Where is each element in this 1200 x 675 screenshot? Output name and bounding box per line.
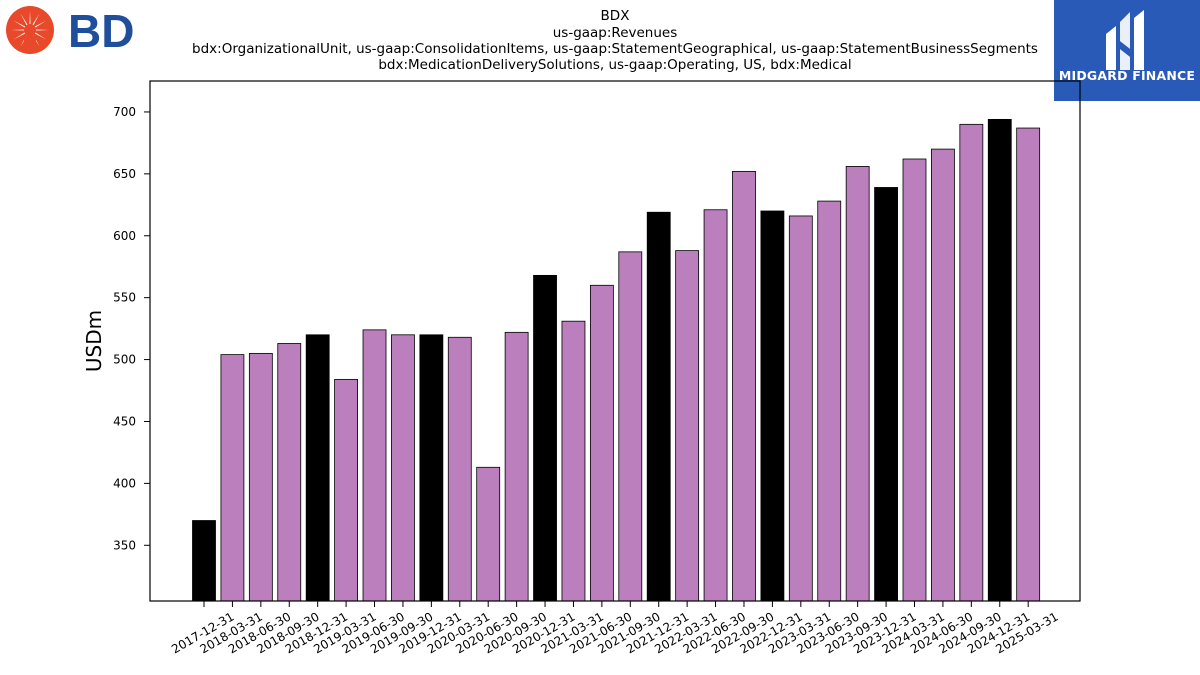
bar-2022-09-30 [732,170,756,602]
chart-subtitle-1: us-gaap:Revenues [553,25,678,41]
bd-logo-text: BD [68,5,134,57]
bar-2017-12-31 [192,520,216,602]
bar-2023-03-31 [788,215,813,602]
chart-subtitle-2: bdx:OrganizationalUnit, us-gaap:Consolid… [192,41,1038,57]
bar-2022-03-31 [675,250,700,602]
bar-2018-09-30 [277,343,302,602]
bar-2019-06-30 [362,329,387,602]
midgard-finance-logo: MIDGARD FINANCE [1054,0,1200,101]
y-tick-label-500: 500 [113,353,136,367]
bars-group [192,118,1041,602]
bar-2018-03-31 [220,354,245,602]
midgard-logo-text: MIDGARD FINANCE [1058,68,1196,83]
y-tick-label-550: 550 [113,291,136,305]
bar-2021-12-31 [646,211,671,602]
bar-2022-06-30 [703,209,728,602]
bar-2018-06-30 [248,352,273,602]
bar-2023-12-31 [874,187,898,602]
y-tick-label-650: 650 [113,167,136,181]
y-tick-label-600: 600 [113,229,136,243]
y-tick-label-400: 400 [113,476,136,490]
y-tick-label-450: 450 [113,414,136,428]
bd-logo-mark [6,6,54,54]
bar-2020-06-30 [476,466,501,602]
bar-2021-06-30 [589,284,614,602]
chart-title: BDX [601,8,630,24]
bar-2018-12-31 [305,334,330,602]
chart-titles: BDX us-gaap:Revenues bdx:OrganizationalU… [192,8,1038,73]
bar-2020-12-31 [533,274,557,602]
bar-2022-12-31 [760,210,785,602]
bar-2021-09-30 [618,251,643,602]
bar-2023-06-30 [817,200,842,602]
bar-2024-03-31 [902,158,927,602]
x-axis: 2017-12-312018-03-312018-06-302018-09-30… [169,601,1061,656]
bar-2023-09-30 [845,166,870,602]
bar-2024-12-31 [987,118,1012,602]
bar-2020-03-31 [447,336,472,602]
y-axis: 350 400 450 500 550 600 650 700 [113,105,150,552]
bd-logo: BD [4,4,136,58]
bar-2024-09-30 [959,123,984,602]
y-tick-label-700: 700 [113,105,136,119]
bar-2019-12-31 [419,334,444,602]
bar-2024-06-30 [931,148,955,602]
plot-frame [149,80,1081,602]
bar-2021-03-31 [561,320,586,602]
bar-2019-09-30 [391,334,415,602]
chart-subtitle-3: bdx:MedicationDeliverySolutions, us-gaap… [378,57,851,73]
midgard-logo-mark [1106,10,1144,70]
y-axis-label: USDm [82,310,106,372]
bar-2025-03-31 [1016,127,1041,602]
bar-2019-03-31 [334,378,359,602]
bar-2020-09-30 [504,331,529,602]
y-tick-label-350: 350 [113,538,136,552]
